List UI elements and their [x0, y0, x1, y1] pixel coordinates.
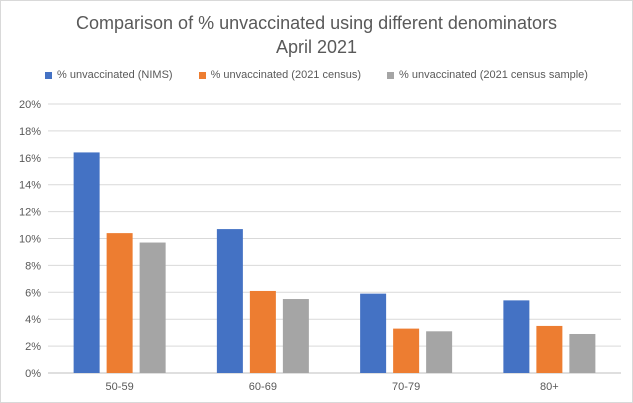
x-tick-label: 70-79 [392, 381, 420, 393]
legend-item-census-sample: % unvaccinated (2021 census sample) [387, 67, 588, 83]
bar [139, 242, 166, 373]
bar [73, 152, 100, 373]
legend-swatch-nims [45, 71, 53, 79]
y-tick-label: 6% [25, 287, 41, 299]
y-tick-label: 4% [25, 314, 41, 326]
chart-title: Comparison of % unvaccinated using diffe… [76, 13, 557, 33]
legend-item-census: % unvaccinated (2021 census) [198, 67, 362, 83]
y-tick-label: 8% [25, 260, 41, 272]
y-tick-label: 20% [19, 99, 41, 111]
chart-title-block: Comparison of % unvaccinated using diffe… [1, 11, 632, 59]
bar [282, 299, 309, 373]
bar [503, 300, 530, 373]
y-tick-label: 10% [19, 234, 41, 246]
bar [393, 328, 420, 373]
legend-label-census-sample: % unvaccinated (2021 census sample) [399, 69, 588, 81]
y-tick-label: 0% [25, 368, 41, 380]
bar [360, 293, 387, 373]
x-tick-label: 50-59 [106, 381, 134, 393]
bar [106, 233, 133, 373]
y-tick-label: 16% [19, 153, 41, 165]
legend-swatch-census-sample [387, 71, 395, 79]
bar [249, 290, 276, 373]
chart-subtitle: April 2021 [275, 37, 358, 57]
y-tick-label: 12% [19, 207, 41, 219]
y-tick-label: 2% [25, 341, 41, 353]
legend-label-census: % unvaccinated (2021 census) [210, 69, 362, 81]
bar [536, 325, 563, 373]
x-tick-label: 80+ [540, 381, 559, 393]
bar [216, 229, 243, 373]
chart-legend: % unvaccinated (NIMS) % unvaccinated (20… [1, 67, 632, 83]
legend-label-nims: % unvaccinated (NIMS) [57, 69, 173, 81]
y-tick-label: 18% [19, 126, 41, 138]
x-tick-label: 60-69 [249, 381, 277, 393]
bar [426, 331, 453, 373]
y-tick-label: 14% [19, 180, 41, 192]
legend-item-nims: % unvaccinated (NIMS) [45, 67, 173, 83]
bar [569, 333, 596, 373]
legend-swatch-census [198, 71, 206, 79]
